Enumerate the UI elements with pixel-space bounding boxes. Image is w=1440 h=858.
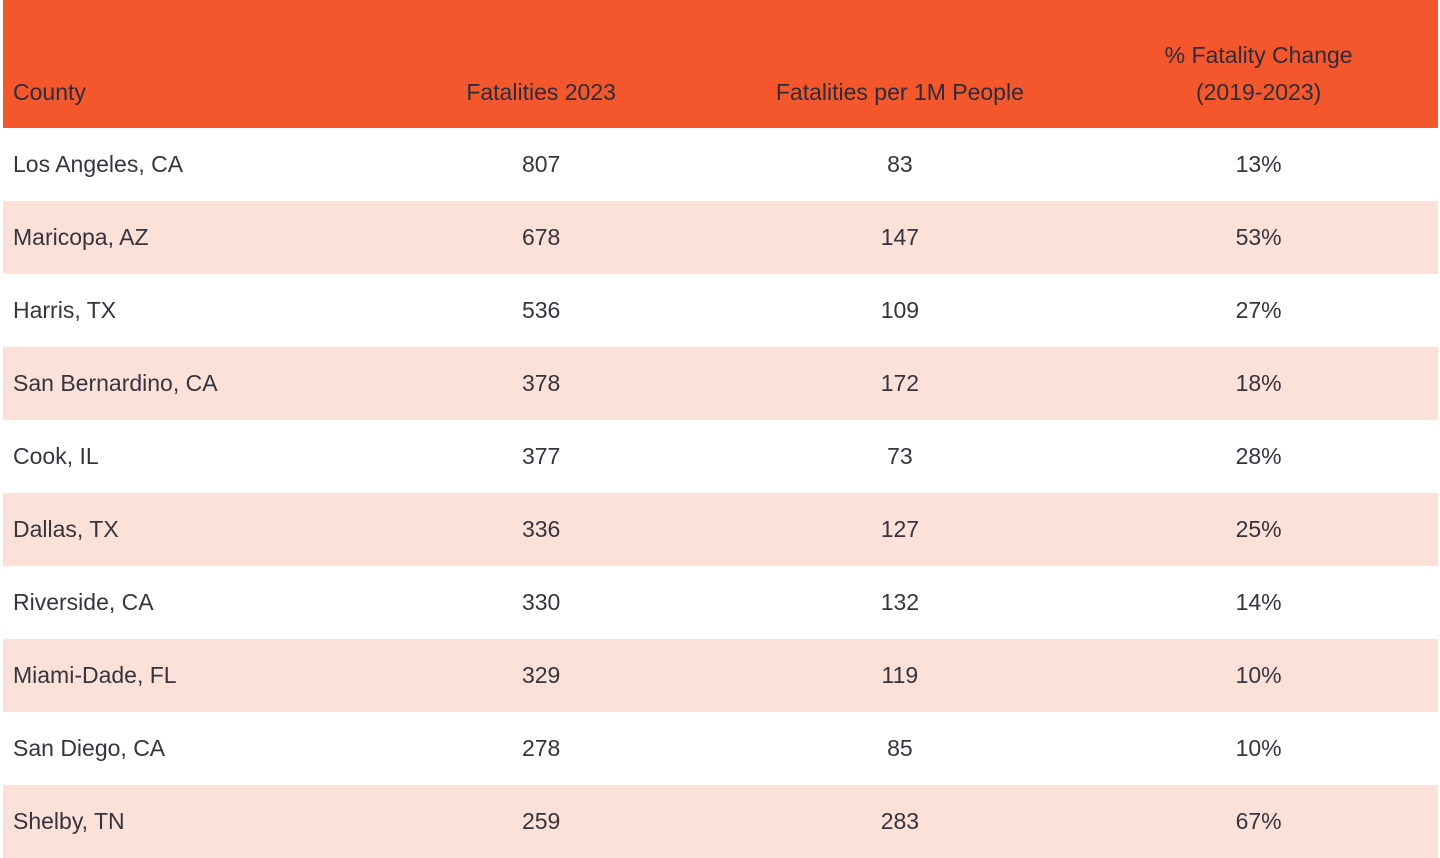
fatalities-table-container: County Fatalities 2023 Fatalities per 1M… bbox=[3, 0, 1438, 858]
table-row: Harris, TX 536 109 27% bbox=[3, 274, 1438, 347]
fatalities-2023-cell: 678 bbox=[521, 224, 561, 250]
fatalities-per-1m-cell: 119 bbox=[881, 662, 919, 688]
column-header-fatalities-2023: Fatalities 2023 bbox=[361, 0, 721, 128]
fatalities-2023-cell: 536 bbox=[521, 297, 561, 323]
fatalities-2023-cell: 329 bbox=[521, 662, 561, 688]
county-cell: Harris, TX bbox=[13, 297, 117, 323]
fatalities-per-1m-cell: 109 bbox=[880, 297, 920, 323]
fatalities-2023-cell: 807 bbox=[521, 151, 561, 177]
county-cell: Cook, IL bbox=[13, 443, 99, 469]
county-fatalities-table: County Fatalities 2023 Fatalities per 1M… bbox=[3, 0, 1438, 858]
fatalities-2023-cell: 330 bbox=[521, 589, 561, 615]
header-row: County Fatalities 2023 Fatalities per 1M… bbox=[3, 0, 1438, 128]
pct-change-cell: 28% bbox=[1235, 443, 1282, 469]
pct-change-cell: 13% bbox=[1235, 151, 1282, 177]
column-header-fatalities-per-1m: Fatalities per 1M People bbox=[720, 0, 1080, 128]
fatalities-per-1m-cell: 172 bbox=[880, 370, 920, 396]
fatalities-per-1m-cell: 132 bbox=[880, 589, 920, 615]
pct-fatality-change-label: % Fatality Change (2019-2023) bbox=[1164, 42, 1353, 106]
fatalities-per-1m-cell: 73 bbox=[887, 443, 913, 469]
table-row: Shelby, TN 259 283 67% bbox=[3, 785, 1438, 858]
table-header: County Fatalities 2023 Fatalities per 1M… bbox=[3, 0, 1438, 128]
pct-change-cell: 10% bbox=[1235, 735, 1282, 761]
table-row: San Diego, CA 278 85 10% bbox=[3, 712, 1438, 785]
county-cell: Los Angeles, CA bbox=[13, 151, 184, 177]
table-body: Los Angeles, CA 807 83 13% Maricopa, AZ … bbox=[3, 128, 1438, 858]
pct-change-cell: 25% bbox=[1235, 516, 1282, 542]
county-cell: Shelby, TN bbox=[13, 808, 125, 834]
fatalities-per-1m-cell: 127 bbox=[880, 516, 920, 542]
fatalities-per-1m-cell: 83 bbox=[887, 151, 913, 177]
county-cell: San Bernardino, CA bbox=[13, 370, 218, 396]
pct-change-cell: 53% bbox=[1235, 224, 1282, 250]
table-row: San Bernardino, CA 378 172 18% bbox=[3, 347, 1438, 420]
county-cell: Miami-Dade, FL bbox=[13, 662, 177, 688]
table-row: Miami-Dade, FL 329 119 10% bbox=[3, 639, 1438, 712]
column-header-pct-fatality-change: % Fatality Change (2019-2023) bbox=[1079, 0, 1438, 128]
pct-change-cell: 27% bbox=[1235, 297, 1282, 323]
fatalities-per-1m-cell: 147 bbox=[880, 224, 920, 250]
fatalities-2023-cell: 259 bbox=[521, 808, 561, 834]
column-header-county: County bbox=[3, 0, 362, 128]
pct-change-cell: 14% bbox=[1235, 589, 1282, 615]
county-cell: Riverside, CA bbox=[13, 589, 154, 615]
fatalities-2023-cell: 336 bbox=[521, 516, 561, 542]
county-cell: Dallas, TX bbox=[13, 516, 119, 542]
table-row: Cook, IL 377 73 28% bbox=[3, 420, 1438, 493]
table-row: Los Angeles, CA 807 83 13% bbox=[3, 128, 1438, 201]
fatalities-per-1m-cell: 85 bbox=[887, 735, 913, 761]
pct-change-cell: 10% bbox=[1235, 662, 1282, 688]
table-row: Maricopa, AZ 678 147 53% bbox=[3, 201, 1438, 274]
county-cell: Maricopa, AZ bbox=[13, 224, 149, 250]
pct-change-cell: 18% bbox=[1235, 370, 1282, 396]
table-row: Dallas, TX 336 127 25% bbox=[3, 493, 1438, 566]
table-row: Riverside, CA 330 132 14% bbox=[3, 566, 1438, 639]
county-cell: San Diego, CA bbox=[13, 735, 166, 761]
pct-change-cell: 67% bbox=[1235, 808, 1282, 834]
fatalities-2023-cell: 378 bbox=[521, 370, 561, 396]
fatalities-2023-cell: 278 bbox=[521, 735, 561, 761]
fatalities-2023-cell: 377 bbox=[521, 443, 561, 469]
fatalities-per-1m-cell: 283 bbox=[880, 808, 920, 834]
